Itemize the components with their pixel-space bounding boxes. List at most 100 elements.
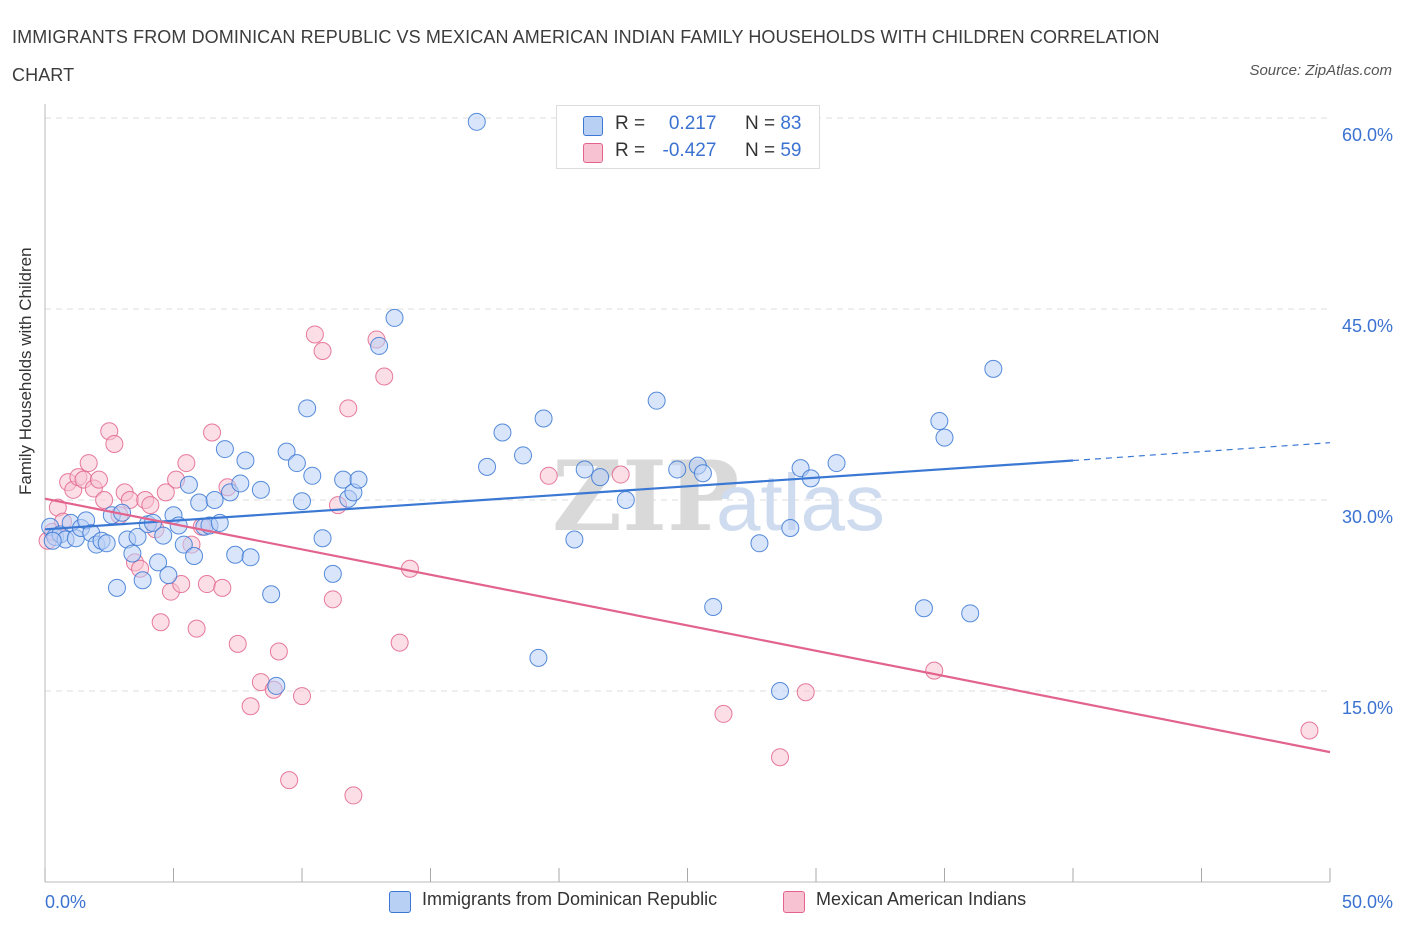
data-point: [203, 423, 222, 442]
data-point: [241, 697, 260, 716]
legend-swatch-blue: [583, 116, 603, 136]
data-point: [514, 446, 533, 465]
data-point: [539, 466, 558, 485]
data-point: [213, 578, 232, 597]
data-point: [984, 359, 1003, 378]
legend-r-value: -0.427: [662, 140, 717, 161]
data-point: [262, 585, 281, 604]
data-point: [231, 474, 250, 493]
data-point: [123, 544, 142, 563]
data-point: [185, 547, 204, 566]
data-point: [390, 633, 409, 652]
data-point: [344, 786, 363, 805]
data-point: [174, 535, 193, 554]
data-point: [930, 412, 949, 431]
data-point: [287, 454, 306, 473]
data-point: [349, 470, 368, 489]
data-point: [197, 575, 216, 594]
data-point: [704, 597, 723, 616]
data-point: [565, 530, 584, 549]
legend-n-value: 59: [780, 140, 802, 161]
data-point: [467, 112, 486, 131]
data-point: [323, 564, 342, 583]
data-point: [267, 676, 286, 695]
legend-row-blue: R = 0.217 N = 83: [557, 113, 819, 139]
data-point: [151, 613, 170, 632]
legend-r-label: R =: [615, 113, 646, 134]
chart-title: IMMIGRANTS FROM DOMINICAN REPUBLIC VS ME…: [12, 27, 1160, 85]
legend-r-label: R =: [615, 140, 646, 161]
data-point: [493, 423, 512, 442]
data-point: [159, 566, 178, 585]
data-point: [298, 399, 317, 418]
data-point: [154, 526, 173, 545]
y-axis-label: Family Households with Children: [16, 247, 35, 495]
data-point: [141, 496, 160, 515]
data-point: [269, 642, 288, 661]
data-point: [236, 451, 255, 470]
data-point: [647, 391, 666, 410]
data-point: [1300, 721, 1319, 740]
data-point: [303, 466, 322, 485]
y-tick-label: 45.0%: [1342, 316, 1393, 336]
legend-label-dominican: Immigrants from Dominican Republic: [422, 889, 718, 909]
data-point: [925, 661, 944, 680]
data-point: [313, 342, 332, 361]
data-point: [668, 460, 687, 479]
data-point: [293, 492, 311, 511]
series-mexican-american-indians: [38, 325, 1319, 805]
data-point: [187, 619, 206, 638]
data-point: [215, 440, 234, 459]
data-point: [534, 409, 553, 428]
gridlines: [45, 117, 1330, 692]
y-tick-label: 60.0%: [1342, 125, 1393, 145]
legend-swatch-pink: [783, 891, 805, 913]
data-point: [97, 534, 116, 553]
data-point: [305, 325, 324, 344]
data-point: [293, 687, 311, 706]
data-point: [575, 460, 594, 479]
legend-r-value: 0.217: [668, 113, 717, 134]
data-point: [241, 548, 260, 567]
data-point: [190, 493, 209, 512]
x-tick-label: 50.0%: [1342, 892, 1393, 912]
data-point: [714, 704, 733, 723]
data-point: [228, 634, 247, 653]
data-point: [616, 491, 635, 509]
x-tick-label: 0.0%: [45, 892, 86, 912]
legend-n-value: 83: [780, 113, 802, 134]
data-point: [277, 442, 296, 461]
y-tick-label: 15.0%: [1342, 698, 1393, 718]
data-point: [478, 457, 497, 476]
data-point: [95, 491, 114, 509]
data-point: [693, 464, 712, 483]
data-point: [107, 578, 126, 597]
data-point: [771, 748, 790, 767]
data-point: [226, 545, 245, 564]
data-point: [375, 367, 394, 386]
legend-swatch-blue: [389, 891, 411, 913]
legend-text-blue: R = 0.217 N = 83: [615, 113, 801, 135]
data-point: [611, 465, 630, 484]
data-point: [133, 571, 152, 590]
data-point: [128, 527, 147, 546]
x-tick-labels: 0.0% 50.0%: [45, 892, 1393, 912]
series-dominican-republic: [41, 112, 1003, 700]
data-point: [796, 683, 815, 702]
legend-text-pink: R = -0.427 N = 59: [615, 140, 801, 162]
data-point: [591, 468, 610, 487]
axes: [44, 104, 1331, 883]
data-point: [529, 648, 548, 667]
correlation-legend: R = 0.217 N = 83 R = -0.427 N = 59: [556, 105, 820, 169]
watermark-zip: ZIP: [552, 440, 739, 553]
y-tick-labels: 15.0% 30.0% 45.0% 60.0%: [1342, 125, 1393, 718]
data-point: [280, 771, 299, 790]
y-tick-label: 30.0%: [1342, 507, 1393, 527]
data-point: [156, 483, 175, 502]
source-label: Source: ZipAtlas.com: [1249, 62, 1392, 79]
data-point: [914, 599, 933, 618]
data-point: [79, 454, 98, 473]
data-point: [771, 682, 790, 700]
trend-line-blue: [44, 459, 1074, 531]
